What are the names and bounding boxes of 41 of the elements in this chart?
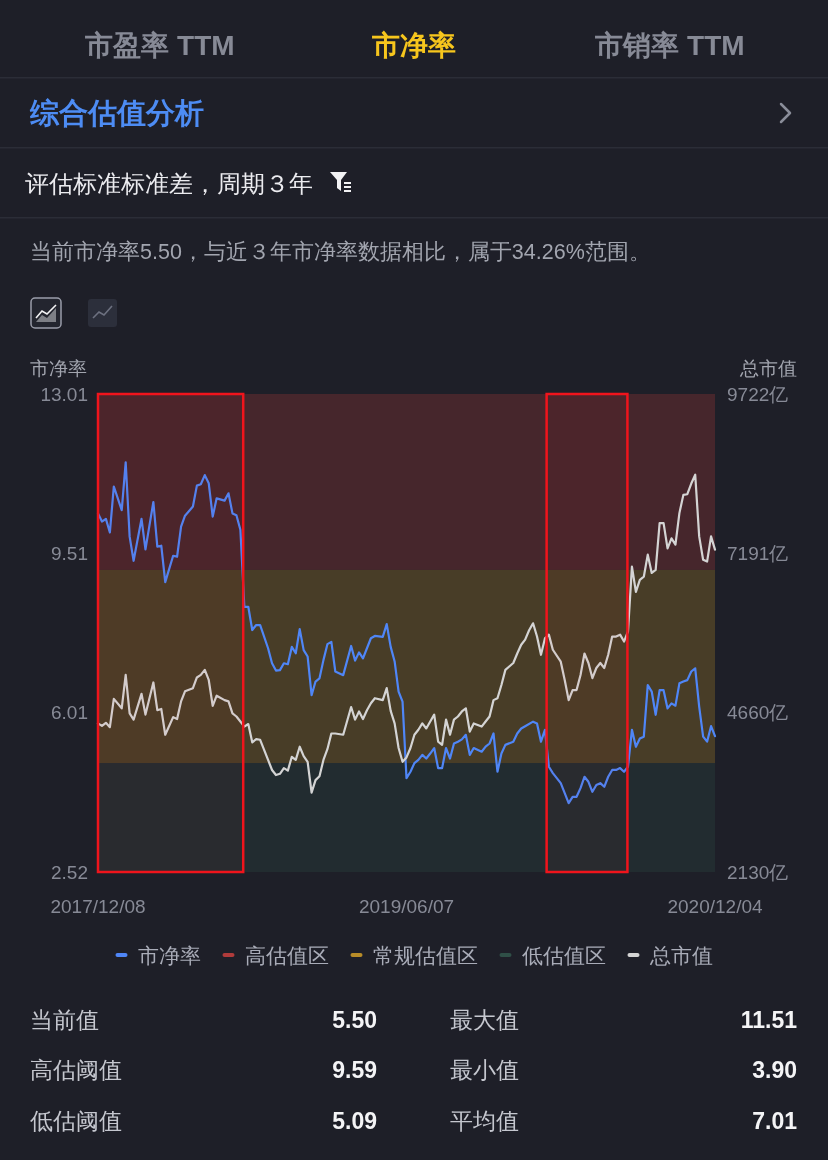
y-tick-label: 13.01: [40, 383, 88, 405]
chart-title: 市净率: [371, 29, 456, 61]
text: 市盈率 TTM: [84, 29, 235, 61]
legend-label: 总市值: [648, 943, 713, 967]
legend-item: 低估值区: [499, 943, 606, 967]
legend-item: 常规估值区: [350, 943, 478, 967]
y-tick-label: 9.51: [51, 542, 88, 564]
text: 最小值: [450, 1057, 519, 1083]
text: 市销率 TTM: [594, 29, 745, 61]
x-tick-label: 2019/06/07: [358, 895, 455, 917]
text: 7.01: [752, 1108, 798, 1134]
text: 5.50: [332, 1007, 377, 1033]
y-tick-label: 6.01: [51, 702, 88, 724]
text: 当前值: [30, 1007, 99, 1033]
legend-label: 市净率: [137, 943, 201, 967]
legend-label: 高估值区: [244, 943, 329, 967]
x-tick-label: 2017/12/08: [50, 895, 146, 917]
y2-tick-label: 4660亿: [727, 702, 789, 724]
text: 综合估值分析: [29, 97, 204, 129]
text: 11.51: [740, 1007, 798, 1033]
text: 评估标准标准差，周期３年: [25, 169, 313, 197]
y2-tick-label: 7191亿: [727, 542, 789, 564]
text: 3.90: [752, 1057, 797, 1083]
y2-tick-label: 2130亿: [727, 861, 789, 883]
legend-item: 总市值: [627, 943, 713, 967]
y-axis-title: 市净率: [30, 357, 87, 379]
text: 9.59: [332, 1057, 377, 1083]
text: 最大值: [450, 1007, 519, 1033]
chart-subtitle: 当前市净率5.50，与近３年市净率数据相比，属于34.26%范围。: [30, 240, 651, 264]
y-tick-label: 2.52: [51, 861, 88, 883]
legend-item: 市净率: [115, 943, 201, 967]
legend-label: 低估值区: [521, 943, 606, 967]
text: 高估阈值: [30, 1057, 122, 1083]
x-tick-label: 2020/12/04: [667, 895, 763, 917]
text: 平均值: [450, 1108, 519, 1134]
y2-tick-label: 9722亿: [727, 383, 789, 405]
legend-item: 高估值区: [222, 943, 329, 967]
text: 5.09: [332, 1108, 377, 1134]
legend-label: 常规估值区: [372, 943, 478, 967]
text: 低估阈值: [30, 1108, 122, 1134]
y2-axis-title: 总市值: [739, 357, 797, 379]
